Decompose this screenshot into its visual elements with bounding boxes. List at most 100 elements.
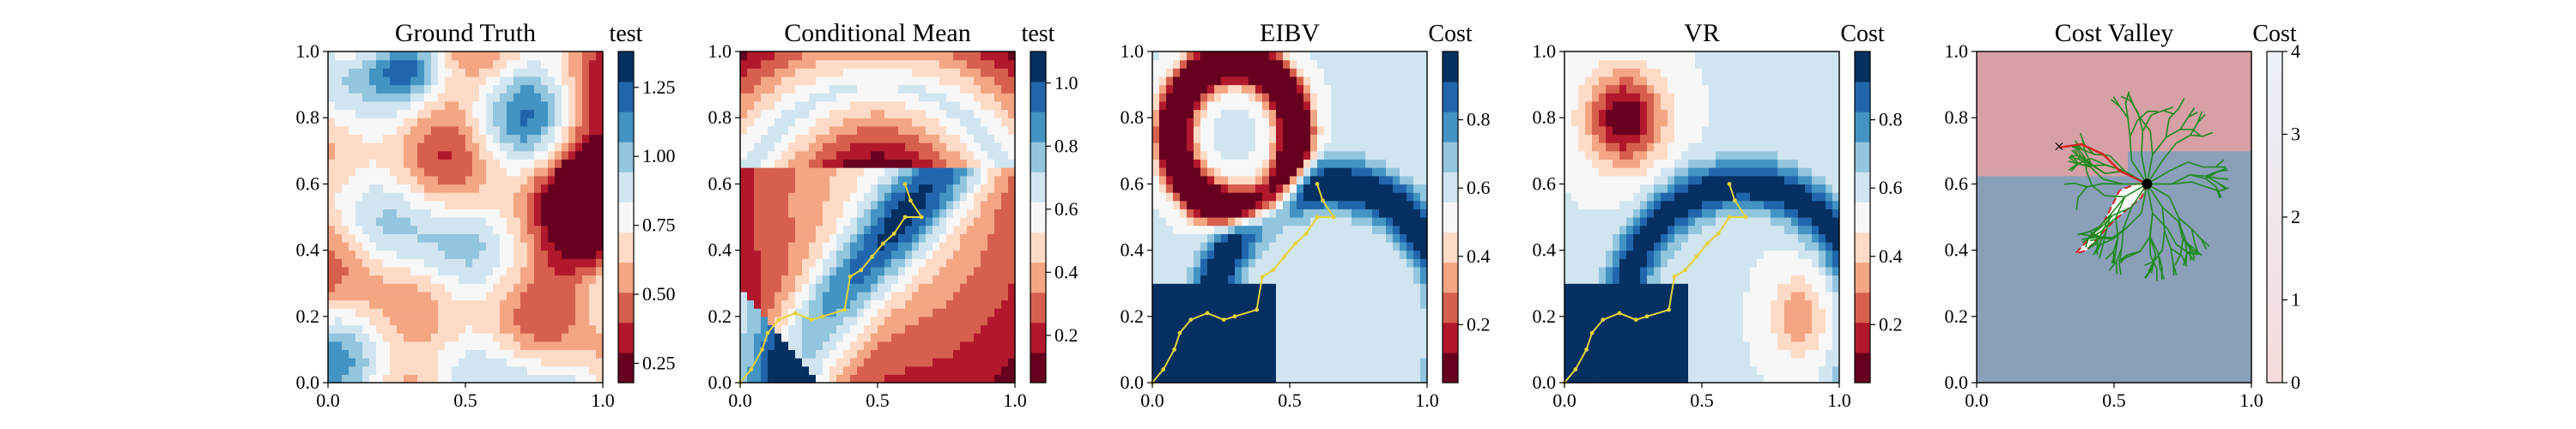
heatmap-cell <box>802 333 810 342</box>
heatmap-cell <box>775 68 782 77</box>
heatmap-cell <box>754 233 762 243</box>
heatmap-cell <box>768 125 775 136</box>
heatmap-cell <box>1352 76 1359 86</box>
heatmap-cell <box>1269 341 1277 350</box>
heatmap-cell <box>548 233 556 243</box>
heatmap-cell <box>452 192 459 202</box>
heatmap-cell <box>1255 316 1263 326</box>
heatmap-cell <box>816 93 823 102</box>
heatmap-cell <box>582 150 590 160</box>
heatmap-cell <box>1235 299 1242 309</box>
heatmap-cell <box>1173 109 1181 118</box>
heatmap-cell <box>417 233 425 243</box>
heatmap-cell <box>795 134 803 143</box>
heatmap-cell <box>479 308 487 317</box>
heatmap-cell <box>568 291 576 301</box>
heatmap-cell <box>864 250 872 259</box>
heatmap-cell <box>1358 118 1366 127</box>
heatmap-cell <box>809 84 817 94</box>
heatmap-cell <box>541 125 549 136</box>
heatmap-cell <box>575 150 583 160</box>
heatmap-cell <box>829 175 837 184</box>
heatmap-cell <box>974 266 981 276</box>
colorbar-segment <box>618 352 634 384</box>
heatmap-cell <box>1262 59 1270 69</box>
heatmap-cell <box>1159 241 1167 251</box>
heatmap-cell <box>919 358 927 367</box>
heatmap-cell <box>761 266 769 276</box>
heatmap-cell <box>740 308 748 317</box>
heatmap-cell <box>472 275 480 284</box>
heatmap-cell <box>500 291 507 301</box>
heatmap-cell <box>781 76 789 86</box>
heatmap-cell <box>994 208 1002 218</box>
heatmap-cell <box>994 275 1002 284</box>
heatmap-cell <box>843 283 851 293</box>
heatmap-cell <box>568 241 576 251</box>
heatmap-cell <box>1001 200 1009 209</box>
heatmap-cell <box>1242 167 1249 177</box>
heatmap-cell <box>878 233 885 243</box>
heatmap-cell <box>479 208 487 218</box>
heatmap-cell <box>933 208 940 218</box>
heatmap-cell <box>768 316 775 326</box>
heatmap-cell <box>397 358 404 367</box>
heatmap-cell <box>1283 184 1291 193</box>
heatmap-cell <box>919 118 927 127</box>
heatmap-cell <box>953 241 961 251</box>
heatmap-cell <box>1400 68 1407 77</box>
heatmap-cell <box>802 349 810 359</box>
heatmap-cell <box>1420 134 1428 143</box>
heatmap-cell <box>994 159 1002 168</box>
heatmap-cell <box>1008 59 1016 69</box>
heatmap-cell <box>1173 200 1181 209</box>
heatmap-cell <box>1393 283 1400 293</box>
heatmap-cell <box>335 374 343 384</box>
heatmap-cell <box>520 374 528 384</box>
heatmap-cell <box>1276 175 1284 184</box>
heatmap-cell <box>1400 184 1407 193</box>
heatmap-cell <box>967 118 975 127</box>
heatmap-cell <box>823 250 830 259</box>
heatmap-cell <box>1331 233 1339 243</box>
heatmap-cell <box>1249 349 1256 359</box>
heatmap-cell <box>335 225 343 234</box>
heatmap-cell <box>987 299 995 309</box>
heatmap-cell <box>452 374 459 384</box>
heatmap-cell <box>513 217 521 227</box>
heatmap-cell <box>1297 159 1304 168</box>
heatmap-cell <box>438 167 446 177</box>
heatmap-cell <box>1249 283 1256 293</box>
heatmap-cell <box>871 150 878 160</box>
heatmap-cell <box>452 225 459 234</box>
heatmap-cell <box>775 159 782 168</box>
heatmap-cell <box>788 68 796 77</box>
heatmap-cell <box>1303 241 1311 251</box>
heatmap-cell <box>362 59 370 69</box>
heatmap-cell <box>472 258 480 268</box>
heatmap-cell <box>438 76 446 86</box>
heatmap-cell <box>424 84 432 94</box>
heatmap-cell <box>1365 225 1373 234</box>
heatmap-cell <box>781 225 789 234</box>
heatmap-cell <box>1352 59 1359 69</box>
heatmap-cell <box>1262 291 1270 301</box>
heatmap-cell <box>987 324 995 334</box>
heatmap-cell <box>438 84 446 94</box>
heatmap-cell <box>754 283 762 293</box>
heatmap-cell <box>596 258 604 268</box>
heatmap-cell <box>362 175 370 184</box>
heatmap-cell <box>843 184 851 193</box>
heatmap-cell <box>445 275 453 284</box>
heatmap-cell <box>1379 283 1387 293</box>
heatmap-cell <box>905 233 913 243</box>
heatmap-cell <box>1413 100 1421 111</box>
heatmap-cell <box>1166 333 1174 342</box>
heatmap-cell <box>562 51 569 61</box>
heatmap-cell <box>946 142 954 152</box>
heatmap-cell <box>424 308 432 317</box>
heatmap-cell <box>836 266 844 276</box>
heatmap-cell <box>788 125 796 136</box>
heatmap-cell <box>589 316 597 326</box>
heatmap-cell <box>500 150 507 160</box>
